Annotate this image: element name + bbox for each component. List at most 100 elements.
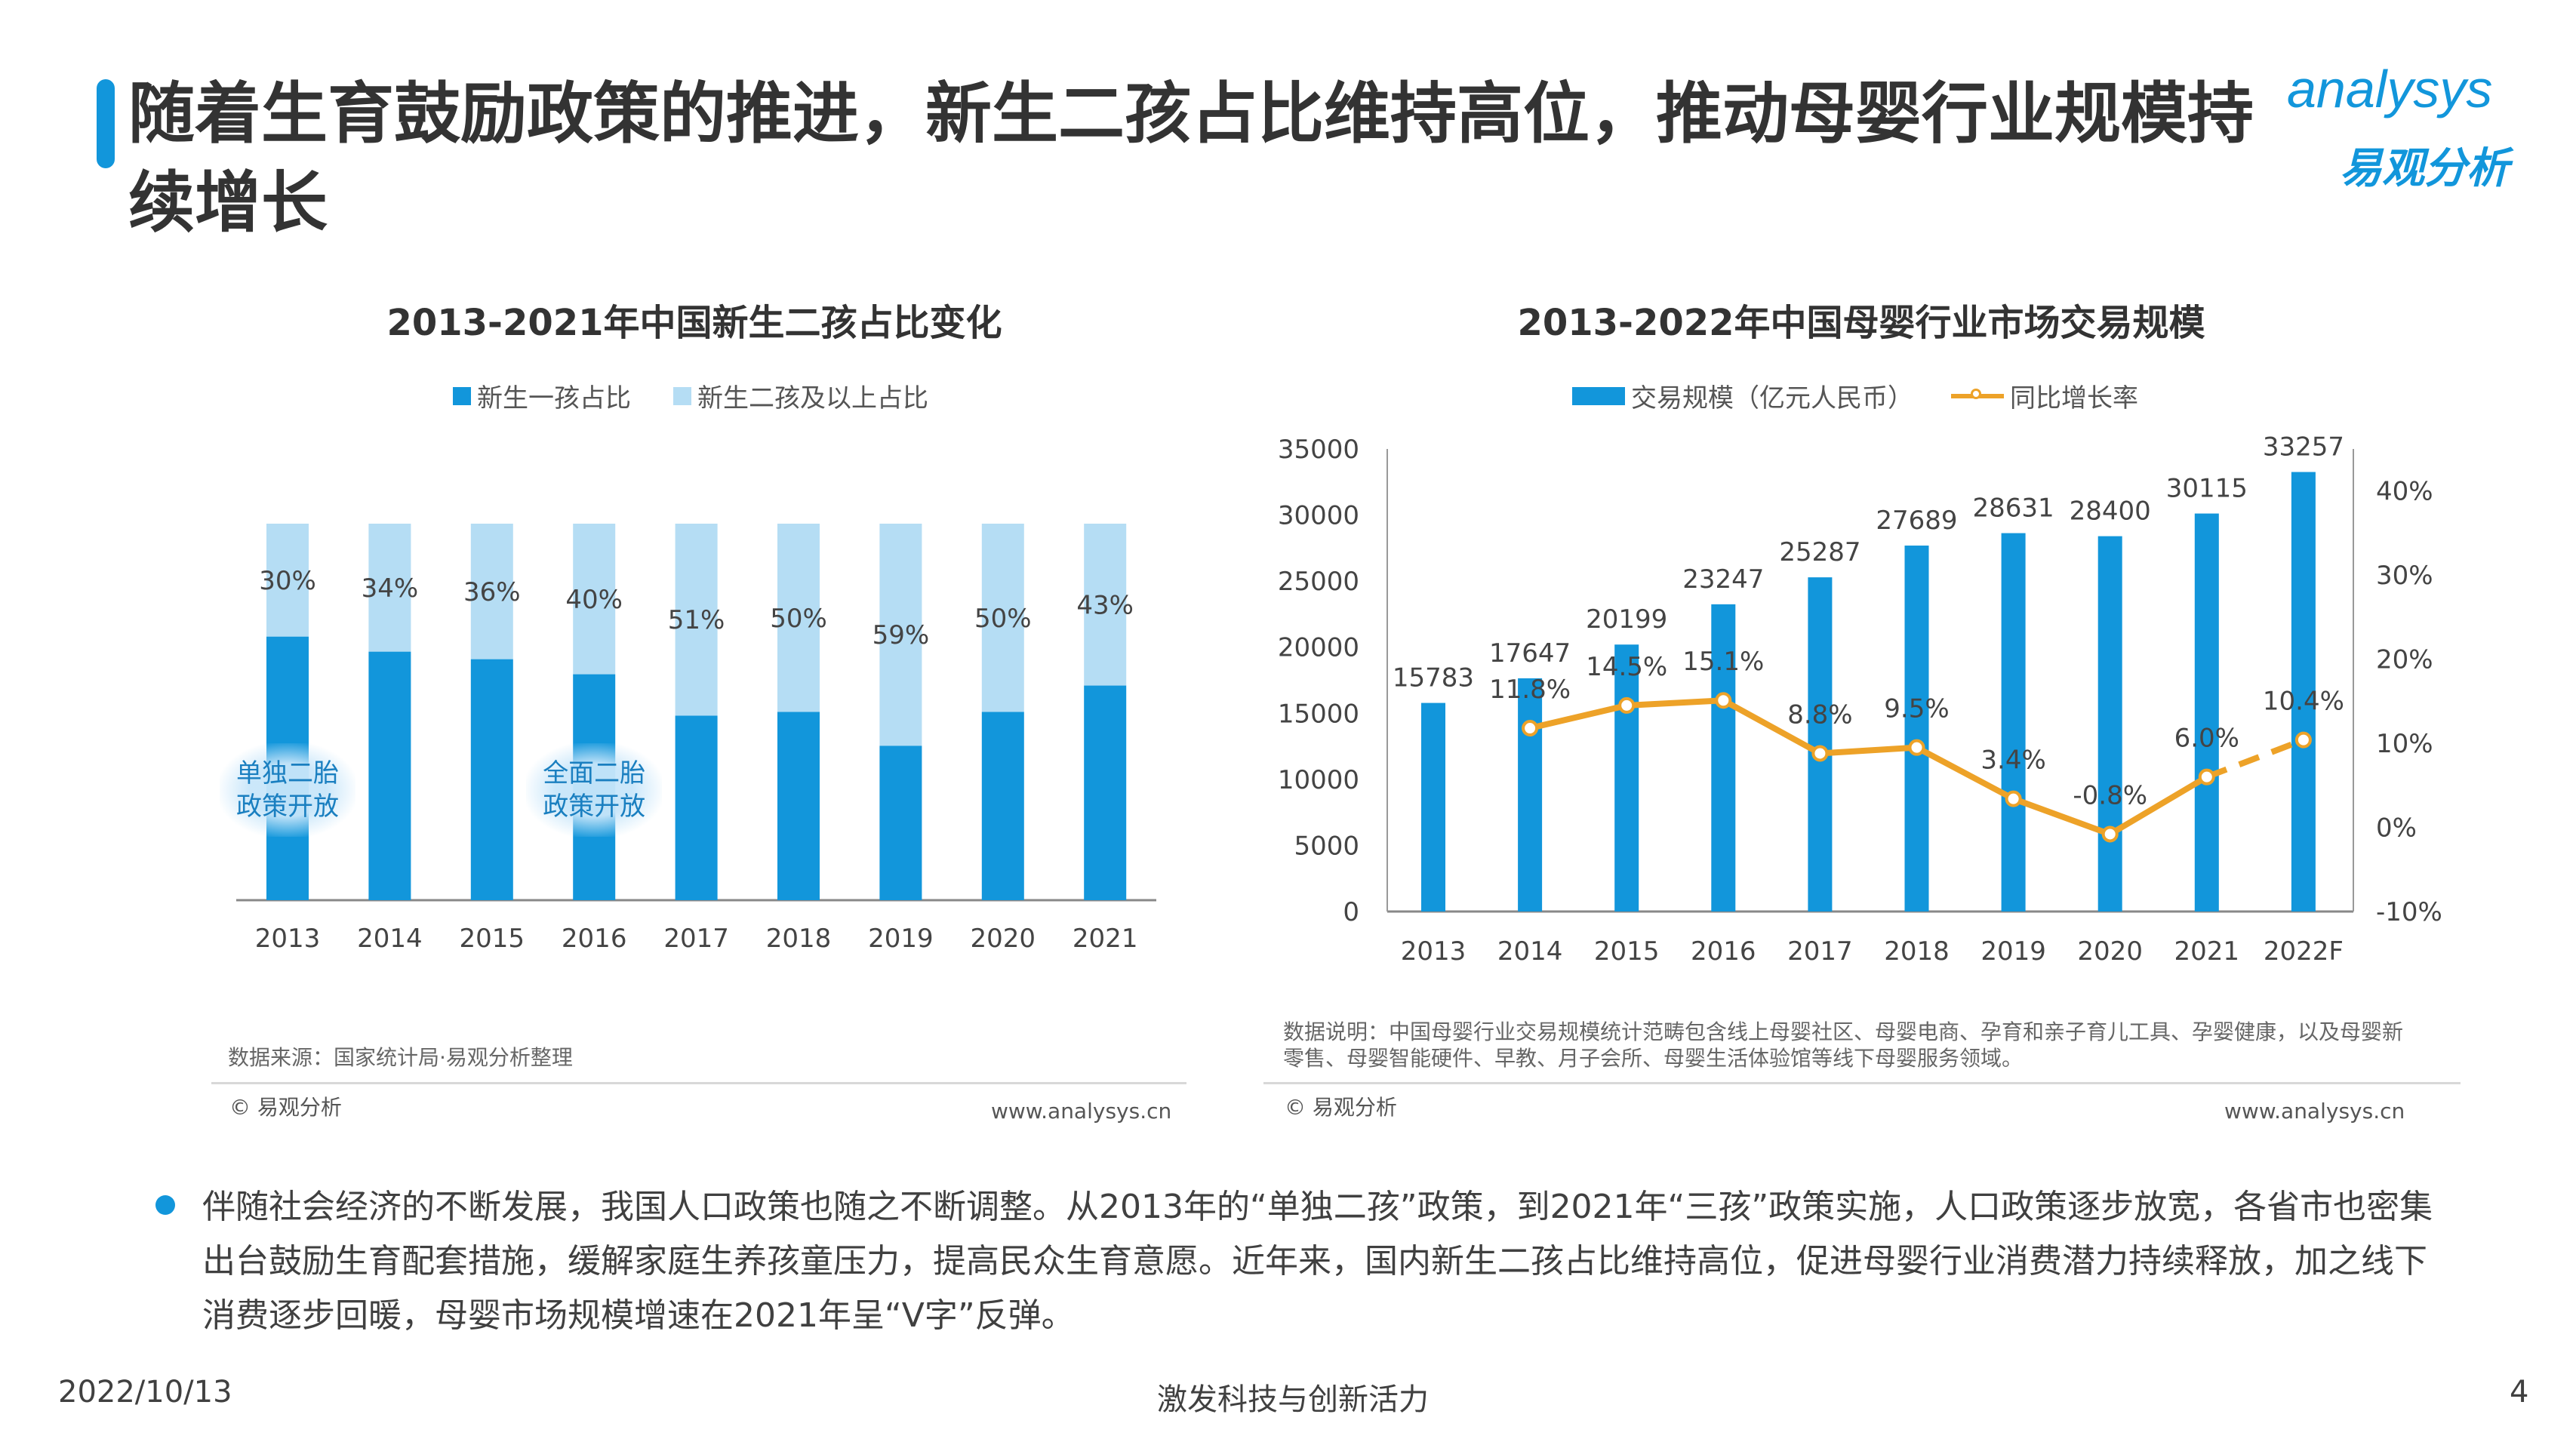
annotation-line: 单独二胎 <box>236 758 339 789</box>
footer-slogan: 激发科技与创新活力 <box>1157 1382 1429 1417</box>
bar-transaction-2014 <box>1518 678 1543 912</box>
policy-annotation: 单独二胎 政策开放 <box>220 743 355 837</box>
x-tick-label: 2014 <box>1497 936 1563 967</box>
data-label-second-child: 43% <box>1076 590 1134 620</box>
x-tick-label: 2020 <box>971 924 1036 954</box>
x-tick-label: 2016 <box>1691 936 1756 967</box>
x-tick-label: 2022F <box>2264 936 2344 967</box>
data-label-second-child: 40% <box>565 585 623 615</box>
data-label-transaction: 25287 <box>1779 537 1860 567</box>
growth-point-2020 <box>2101 825 2119 843</box>
right-divider <box>1263 1082 2461 1084</box>
bar-second-child-2021 <box>1084 524 1127 686</box>
right-y-tick-label: 10% <box>2376 729 2433 759</box>
data-label-growth: 14.5% <box>1586 652 1667 682</box>
legend-swatch-transaction <box>1572 386 1625 405</box>
right-chart-legend: 交易规模（亿元人民币） 同比增长率 <box>1572 377 2138 414</box>
data-label-transaction: 33257 <box>2263 432 2344 463</box>
bar-transaction-2013 <box>1421 702 1445 912</box>
right-copyright: © 易观分析 <box>1285 1095 1397 1120</box>
x-tick-label: 2013 <box>255 924 321 954</box>
left-chart-title: 2013-2021年中国新生二孩占比变化 <box>386 302 1002 344</box>
data-label-second-child: 34% <box>362 573 419 604</box>
data-label-transaction: 28400 <box>2070 497 2151 527</box>
logo-analysys: analysys <box>2287 60 2493 118</box>
x-tick-label: 2021 <box>1073 924 1138 954</box>
data-label-growth: 10.4% <box>2263 687 2344 717</box>
data-label-second-child: 50% <box>770 604 827 634</box>
data-label-second-child: 50% <box>974 604 1032 634</box>
growth-point-2017 <box>1811 745 1829 762</box>
annotation-line: 政策开放 <box>236 792 339 822</box>
x-tick-label: 2013 <box>1401 936 1467 967</box>
bar-first-child-2020 <box>981 712 1024 900</box>
title-accent-bar <box>97 79 115 168</box>
data-label-transaction: 28631 <box>1973 493 2054 524</box>
x-tick-label: 2015 <box>460 924 525 954</box>
growth-line-forecast-dashed <box>2205 736 2305 780</box>
right-data-note-line2: 零售、母婴智能硬件、早教、月子会所、母婴生活体验馆等线下母婴服务领域。 <box>1283 1046 2024 1071</box>
legend-label-growth: 同比增长率 <box>2010 383 2138 413</box>
right-y-tick-label: 30% <box>2376 561 2433 591</box>
right-y-tick-label: -10% <box>2376 897 2442 927</box>
annotation-line: 政策开放 <box>543 792 646 822</box>
left-source-note: 数据来源：国家统计局·易观分析整理 <box>228 1045 573 1070</box>
page-title: 随着生育鼓励政策的推进，新生二孩占比维持高位，推动母婴行业规模持续增长 <box>128 75 2254 241</box>
x-tick-label: 2019 <box>1980 936 2046 967</box>
left-chart-legend: 新生一孩占比 新生二孩及以上占比 <box>453 377 928 414</box>
growth-point-2018 <box>1908 739 1925 756</box>
x-tick-label: 2018 <box>1884 936 1950 967</box>
left-divider <box>211 1082 1186 1084</box>
legend-label-second-child: 新生二孩及以上占比 <box>697 383 928 413</box>
bar-first-child-2017 <box>675 715 718 900</box>
x-tick-label: 2016 <box>562 924 627 954</box>
bar-first-child-2021 <box>1084 685 1127 900</box>
bar-first-child-2014 <box>368 651 411 900</box>
left-y-tick-label: 15000 <box>1278 699 1359 729</box>
x-tick-label: 2017 <box>663 924 729 954</box>
left-y-tick-label: 0 <box>1343 897 1359 927</box>
bar-transaction-2016 <box>1711 604 1736 912</box>
left-y-tick-label: 30000 <box>1278 501 1359 531</box>
page-number: 4 <box>2510 1375 2529 1410</box>
right-website: www.analysys.cn <box>2224 1099 2405 1124</box>
bar-second-child-2015 <box>470 524 513 659</box>
data-label-second-child: 51% <box>668 605 725 635</box>
growth-point-2022F <box>2294 731 2312 749</box>
data-label-growth: 15.1% <box>1682 647 1764 677</box>
x-tick-label: 2020 <box>2077 936 2143 967</box>
data-label-transaction: 23247 <box>1682 564 1764 595</box>
left-y-tick-label: 25000 <box>1278 567 1359 597</box>
bar-second-child-2020 <box>981 524 1024 712</box>
legend-label-first-child: 新生一孩占比 <box>477 383 631 413</box>
left-y-tick-label: 35000 <box>1278 435 1359 465</box>
data-label-growth: 9.5% <box>1884 694 1949 724</box>
left-copyright: © 易观分析 <box>229 1095 342 1120</box>
footer-date: 2022/10/13 <box>58 1375 232 1410</box>
bar-transaction-2022F <box>2291 472 2316 912</box>
left-y-tick-label: 10000 <box>1278 765 1359 795</box>
bar-first-child-2018 <box>777 712 820 900</box>
bar-transaction-2015 <box>1614 644 1639 912</box>
bar-transaction-2021 <box>2194 513 2219 912</box>
x-tick-label: 2014 <box>357 924 423 954</box>
data-label-transaction: 17647 <box>1489 638 1571 669</box>
legend-swatch-first-child <box>453 386 471 405</box>
right-chart-title: 2013-2022年中国母婴行业市场交易规模 <box>1517 302 2205 344</box>
right-data-note-line1: 数据说明：中国母婴行业交易规模统计范畴包含线上母婴社区、母婴电商、孕育和亲子育儿… <box>1283 1019 2404 1044</box>
data-label-growth: 8.8% <box>1787 699 1852 730</box>
bar-second-child-2018 <box>777 524 820 712</box>
growth-point-2015 <box>1618 696 1636 714</box>
data-label-growth: 6.0% <box>2174 724 2239 754</box>
left-website: www.analysys.cn <box>991 1099 1172 1124</box>
data-label-transaction: 27689 <box>1876 506 1957 536</box>
x-tick-label: 2015 <box>1594 936 1660 967</box>
x-tick-label: 2018 <box>766 924 832 954</box>
data-label-transaction: 30115 <box>2166 474 2248 504</box>
growth-point-2014 <box>1522 720 1539 737</box>
legend-swatch-second-child <box>673 386 691 405</box>
right-y-tick-label: 40% <box>2376 477 2433 507</box>
bullet-dot <box>155 1195 175 1215</box>
x-tick-label: 2019 <box>868 924 934 954</box>
